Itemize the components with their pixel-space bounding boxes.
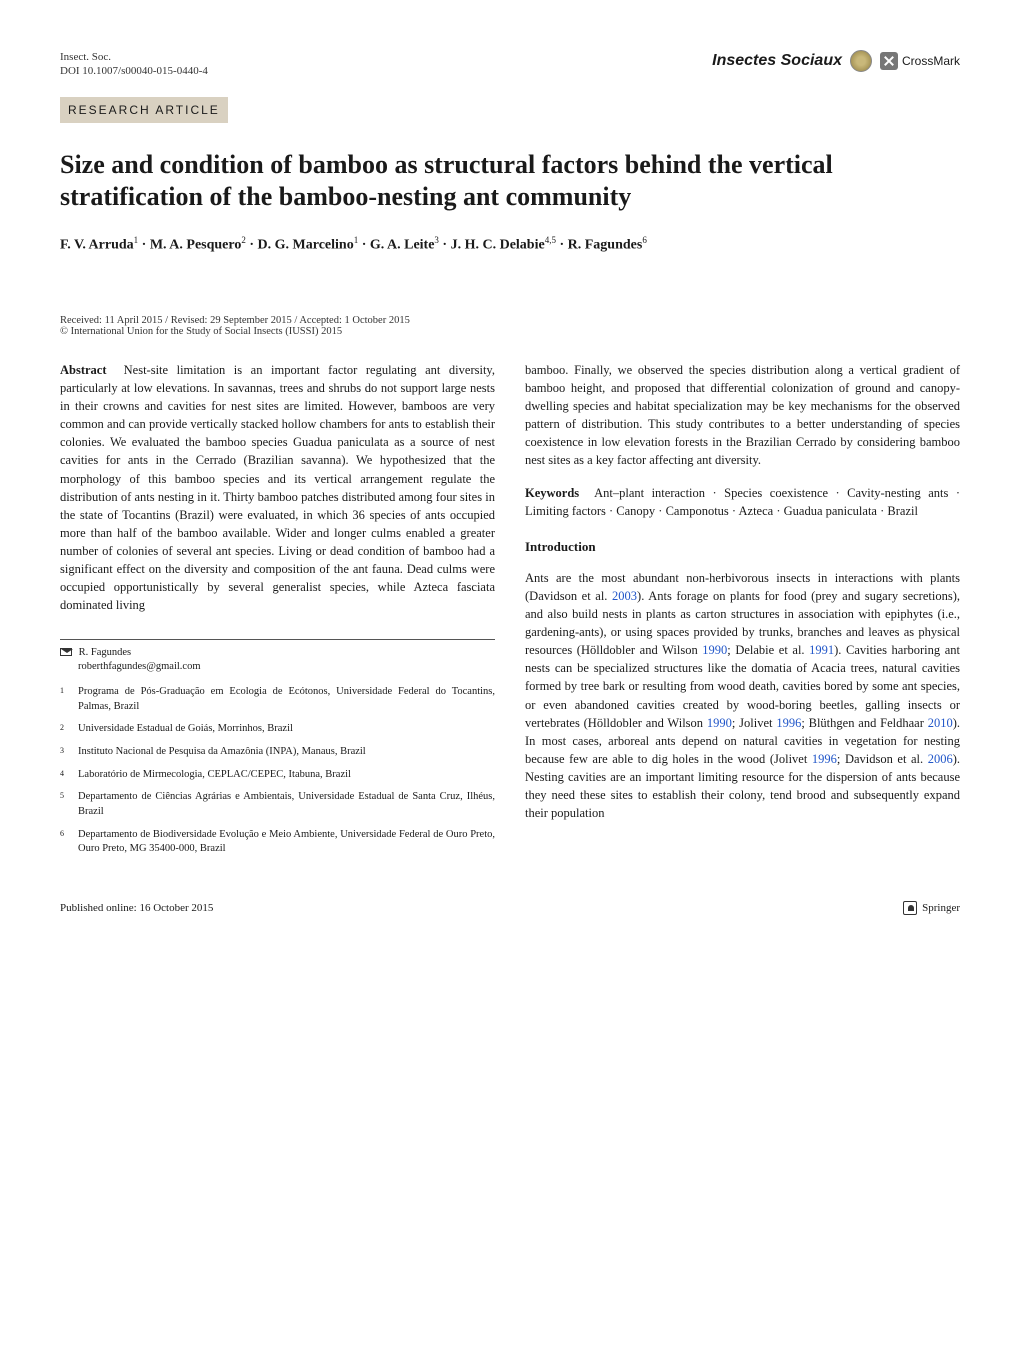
article-type: RESEARCH ARTICLE: [68, 103, 220, 117]
affiliation-item: 1 Programa de Pós-Graduação em Ecologia d…: [60, 685, 495, 714]
affiliation-item: 2 Universidade Estadual de Goiás, Morrinh…: [60, 722, 495, 737]
two-column-body: Abstract Nest-site limitation is an impo…: [60, 361, 960, 865]
affiliation-text: Universidade Estadual de Goiás, Morrinho…: [78, 722, 495, 737]
journal-short-name: Insect. Soc.: [60, 50, 208, 64]
citation-year: 1996: [776, 716, 801, 730]
affiliation-number: 3: [60, 745, 70, 760]
published-online: Published online: 16 October 2015: [60, 902, 213, 914]
citation-year: 2010: [928, 716, 953, 730]
keywords-paragraph: Keywords Ant–plant interaction · Species…: [525, 484, 960, 520]
affiliation-item: 4 Laboratório de Mirmecologia, CEPLAC/CEP…: [60, 768, 495, 783]
page-header: Insect. Soc. DOI 10.1007/s00040-015-0440…: [60, 50, 960, 79]
dates-received: Received: 11 April 2015 / Revised: 29 Se…: [60, 315, 960, 326]
crossmark-badge[interactable]: CrossMark: [880, 52, 960, 70]
dates-copyright: © International Union for the Study of S…: [60, 326, 960, 337]
publisher-name: Springer: [922, 902, 960, 914]
affiliation-number: 2: [60, 722, 70, 737]
page-footer: Published online: 16 October 2015 Spring…: [60, 901, 960, 915]
introduction-paragraph: Ants are the most abundant non-herbivoro…: [525, 569, 960, 823]
article-dates: Received: 11 April 2015 / Revised: 29 Se…: [60, 315, 960, 337]
affiliation-number: 4: [60, 768, 70, 783]
affiliation-number: 1: [60, 685, 70, 714]
affiliation-text: Departamento de Biodiversidade Evolução …: [78, 828, 495, 857]
journal-logo-icon: [850, 50, 872, 72]
left-column: Abstract Nest-site limitation is an impo…: [60, 361, 495, 865]
article-title: Size and condition of bamboo as structur…: [60, 149, 960, 214]
right-column: bamboo. Finally, we observed the species…: [525, 361, 960, 865]
affiliation-text: Departamento de Ciências Agrárias e Ambi…: [78, 790, 495, 819]
affiliation-item: 3 Instituto Nacional de Pesquisa da Amazô…: [60, 745, 495, 760]
abstract-label: Abstract: [60, 363, 107, 377]
keywords-label: Keywords: [525, 486, 579, 500]
affiliation-text: Laboratório de Mirmecologia, CEPLAC/CEPE…: [78, 768, 495, 783]
journal-brand-block: Insectes Sociaux CrossMark: [712, 50, 960, 72]
corresponding-author: R. Fagundes roberthfagundes@gmail.com: [60, 646, 495, 675]
affiliation-text: Instituto Nacional de Pesquisa da Amazôn…: [78, 745, 495, 760]
introduction-heading: Introduction: [525, 538, 960, 557]
abstract-paragraph: Abstract Nest-site limitation is an impo…: [60, 361, 495, 615]
journal-brand-name: Insectes Sociaux: [712, 52, 842, 70]
affiliations-block: R. Fagundes roberthfagundes@gmail.com 1P…: [60, 639, 495, 858]
corresponding-email: roberthfagundes@gmail.com: [78, 661, 201, 672]
affiliation-item: 5 Departamento de Ciências Agrárias e Amb…: [60, 790, 495, 819]
affiliations-list: 1 Programa de Pós-Graduação em Ecologia d…: [60, 685, 495, 857]
abstract-text-right: bamboo. Finally, we observed the species…: [525, 361, 960, 470]
affiliation-number: 5: [60, 790, 70, 819]
authors-line: F. V. Arruda1 · M. A. Pesquero2 · D. G. …: [60, 234, 960, 255]
citation-year: 1996: [812, 752, 837, 766]
citation-year: 1991: [809, 643, 834, 657]
citation-year: 2006: [928, 752, 953, 766]
abstract-text-left: Nest-site limitation is an important fac…: [60, 363, 495, 613]
article-type-bar: RESEARCH ARTICLE: [60, 97, 228, 123]
citation-year: 1990: [707, 716, 732, 730]
citation-year: 2003: [612, 589, 637, 603]
affiliation-item: 6 Departamento de Biodiversidade Evolução…: [60, 828, 495, 857]
citation-year: 1990: [702, 643, 727, 657]
doi: DOI 10.1007/s00040-015-0440-4: [60, 64, 208, 78]
journal-info: Insect. Soc. DOI 10.1007/s00040-015-0440…: [60, 50, 208, 79]
affiliation-number: 6: [60, 828, 70, 857]
crossmark-icon: [880, 52, 898, 70]
corresponding-name: R. Fagundes: [79, 647, 132, 658]
envelope-icon: [60, 648, 72, 656]
affiliation-text: Programa de Pós-Graduação em Ecologia de…: [78, 685, 495, 714]
publisher-brand: Springer: [903, 901, 960, 915]
crossmark-label: CrossMark: [902, 54, 960, 68]
springer-icon: [903, 901, 917, 915]
keywords-text: Ant–plant interaction · Species coexiste…: [525, 486, 960, 518]
